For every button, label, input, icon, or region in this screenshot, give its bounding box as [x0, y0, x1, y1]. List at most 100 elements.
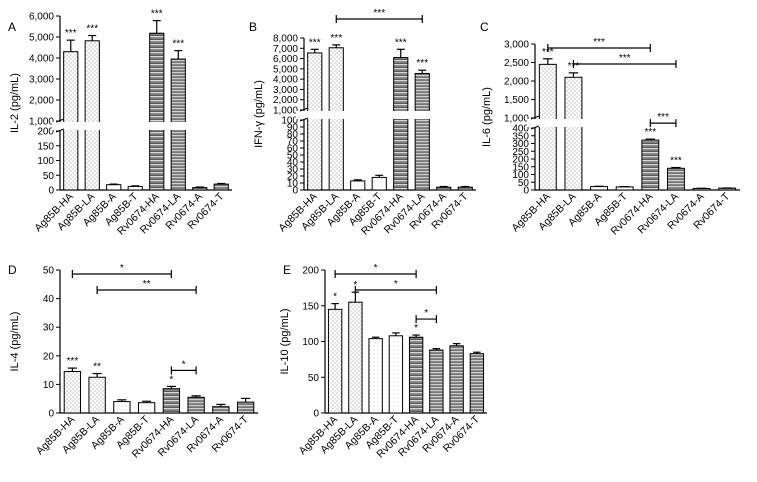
bar-Rv0674-HA	[408, 336, 424, 414]
significance-bracket: ***	[649, 112, 677, 128]
y-tick-label: 0	[313, 409, 319, 420]
y-tick-label: 3,000	[504, 40, 529, 51]
bar-Ag85B-T	[137, 402, 156, 414]
bracket-label: ***	[373, 8, 385, 19]
y-tick-label: 100	[512, 170, 529, 181]
y-tick-label: 1,500	[504, 95, 529, 106]
significance-label: **	[93, 362, 101, 373]
significance-label: *	[414, 323, 418, 334]
significance-bracket: *	[170, 359, 197, 375]
y-tick-label: 40	[287, 158, 299, 169]
y-tick-label: 60	[287, 144, 299, 155]
bar-Ag85B-T	[388, 335, 404, 414]
bar-Ag85B-HA	[63, 51, 79, 191]
significance-bracket: *	[71, 263, 172, 278]
bar-Ag85B-A	[368, 338, 383, 414]
panel-letter: D	[8, 263, 17, 277]
bar-Rv0674-T	[469, 353, 485, 414]
bar-Ag85B-LA	[88, 376, 106, 414]
bar-Rv0674-LA	[187, 396, 205, 414]
y-tick-label: 50	[308, 373, 320, 384]
y-axis-label: IFN-γ (pg/mL)	[253, 80, 265, 148]
y-tick-label: 5,000	[29, 33, 54, 44]
y-tick-label: 0	[48, 186, 54, 197]
y-tick-label: 10	[43, 380, 55, 391]
y-tick-label: 6,000	[29, 12, 54, 23]
bar-Ag85B-T	[371, 176, 387, 191]
bracket-label: *	[424, 308, 428, 319]
significance-bracket: *	[415, 308, 437, 324]
bar-Ag85B-A	[113, 401, 131, 414]
axis-break	[52, 122, 236, 130]
panel-letter: E	[283, 263, 291, 277]
significance-bracket: ***	[572, 53, 677, 68]
bar-Rv0674-T	[236, 401, 255, 414]
bar-Rv0674-A	[192, 187, 208, 191]
break-mark	[530, 125, 540, 130]
y-tick-label: 350	[512, 131, 529, 142]
y-tick-label: 0	[48, 409, 54, 420]
y-tick-label: 50	[518, 178, 530, 189]
y-axis-label: IL-2 (pg/mL)	[9, 73, 21, 133]
significance-label: ***	[542, 47, 554, 58]
significance-label: *	[333, 292, 337, 303]
significance-bracket: *	[354, 279, 437, 294]
significance-label: ***	[67, 356, 79, 367]
y-tick-label: 5,000	[273, 64, 298, 75]
panel-C: C IL-6 (pg/mL) 0501001502002503003504001,0…	[480, 20, 744, 238]
bar-Rv0674-T	[457, 186, 473, 191]
y-tick-label: 0	[292, 186, 298, 197]
bar-Rv0674-LA	[429, 349, 444, 414]
y-tick-label: 150	[302, 301, 319, 312]
significance-label: ***	[86, 24, 98, 35]
bar-Rv0674-LA	[414, 72, 430, 191]
bar-Rv0674-HA	[149, 32, 165, 191]
y-tick-label: 50	[287, 151, 299, 162]
significance-label: ***	[670, 156, 682, 167]
y-tick-label: 4,000	[273, 75, 298, 86]
bar-Ag85B-LA	[564, 76, 583, 191]
y-tick-label: 2,500	[504, 58, 529, 69]
panel-letter: C	[480, 20, 489, 34]
y-tick-label: 10	[287, 179, 299, 190]
y-tick-label: 30	[287, 165, 299, 176]
y-tick-label: 4,000	[29, 54, 54, 65]
y-tick-label: 300	[512, 139, 529, 150]
y-axis-label: IL-6 (pg/mL)	[481, 87, 493, 147]
significance-label: ***	[330, 33, 342, 44]
bar-Ag85B-T	[127, 185, 143, 191]
y-tick-label: 200	[37, 127, 54, 138]
break-mark	[55, 128, 65, 133]
y-tick-label: 6,000	[273, 54, 298, 65]
break-mark	[55, 118, 65, 123]
y-tick-label: 2,000	[273, 95, 298, 106]
y-tick-label: 200	[302, 266, 319, 277]
panel-D: DIL-4 (pg/mL)01020304050***Ag85B-HA**Ag8…	[8, 263, 258, 461]
bar-Rv0674-A	[436, 186, 452, 191]
y-axis-label: IL-10 (pg/mL)	[279, 308, 291, 374]
axis-break	[296, 111, 480, 119]
y-tick-label: 150	[37, 141, 54, 152]
bar-Ag85B-HA	[327, 308, 343, 414]
bracket-label: **	[143, 279, 151, 290]
y-tick-label: 1,000	[504, 114, 529, 125]
y-tick-label: 1,000	[273, 106, 298, 117]
bar-Rv0674-HA	[162, 388, 181, 414]
bar-Ag85B-LA	[348, 301, 363, 414]
bar-Ag85B-A	[350, 180, 366, 191]
y-tick-label: 70	[287, 137, 299, 148]
bracket-label: ***	[593, 37, 605, 48]
significance-label: ***	[309, 37, 321, 48]
panel-letter: A	[8, 20, 16, 34]
significance-bracket: ***	[335, 8, 423, 23]
y-tick-label: 30	[43, 323, 55, 334]
significance-label: ***	[644, 127, 656, 138]
significance-label: *	[169, 374, 173, 385]
significance-label: ***	[395, 37, 407, 48]
bar-Rv0674-T	[213, 183, 229, 191]
bar-Ag85B-A	[590, 186, 609, 191]
bracket-label: *	[120, 263, 124, 274]
break-mark	[299, 107, 309, 112]
